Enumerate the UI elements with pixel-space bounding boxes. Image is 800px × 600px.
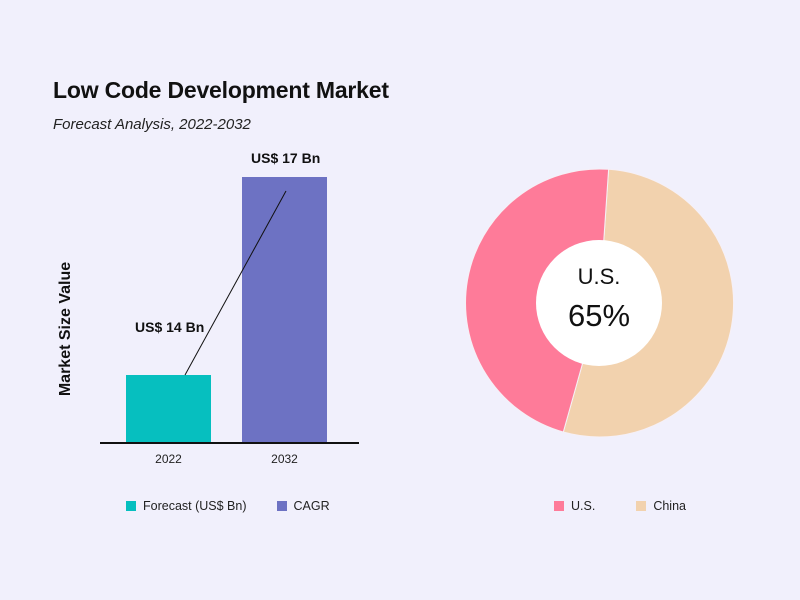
legend-label-china: China <box>653 499 686 513</box>
bar-2032 <box>242 177 327 443</box>
legend-label-us: U.S. <box>571 499 596 513</box>
donut-legend: U.S. China <box>554 499 716 513</box>
legend-item-forecast: Forecast (US$ Bn) <box>126 499 247 513</box>
legend-item-cagr: CAGR <box>276 499 330 513</box>
legend-item-us: U.S. <box>554 499 595 513</box>
chart-title: Low Code Development Market <box>53 77 389 103</box>
china-swatch-icon <box>636 501 647 511</box>
x-axis-line <box>100 442 359 444</box>
chart-subtitle: Forecast Analysis, 2022-2032 <box>53 116 251 133</box>
bar-2032-value-label: US$ 17 Bn <box>251 150 321 166</box>
bar-legend: Forecast (US$ Bn) CAGR <box>126 499 360 513</box>
us-swatch-icon <box>554 501 564 511</box>
x-tick-2032: 2032 <box>271 452 298 466</box>
donut-center-label: U.S. <box>577 264 621 289</box>
donut-center: U.S. 65% <box>536 240 662 366</box>
donut-center-value: 65% <box>567 298 631 333</box>
legend-label-forecast: Forecast (US$ Bn) <box>143 499 247 513</box>
legend-label-cagr: CAGR <box>293 499 330 513</box>
bar-2022 <box>126 375 211 443</box>
bar-2022-value-label: US$ 14 Bn <box>135 319 205 335</box>
cagr-swatch-icon <box>276 501 287 511</box>
forecast-swatch-icon <box>126 501 136 511</box>
legend-item-china: China <box>636 499 686 513</box>
x-tick-2022: 2022 <box>155 452 182 466</box>
